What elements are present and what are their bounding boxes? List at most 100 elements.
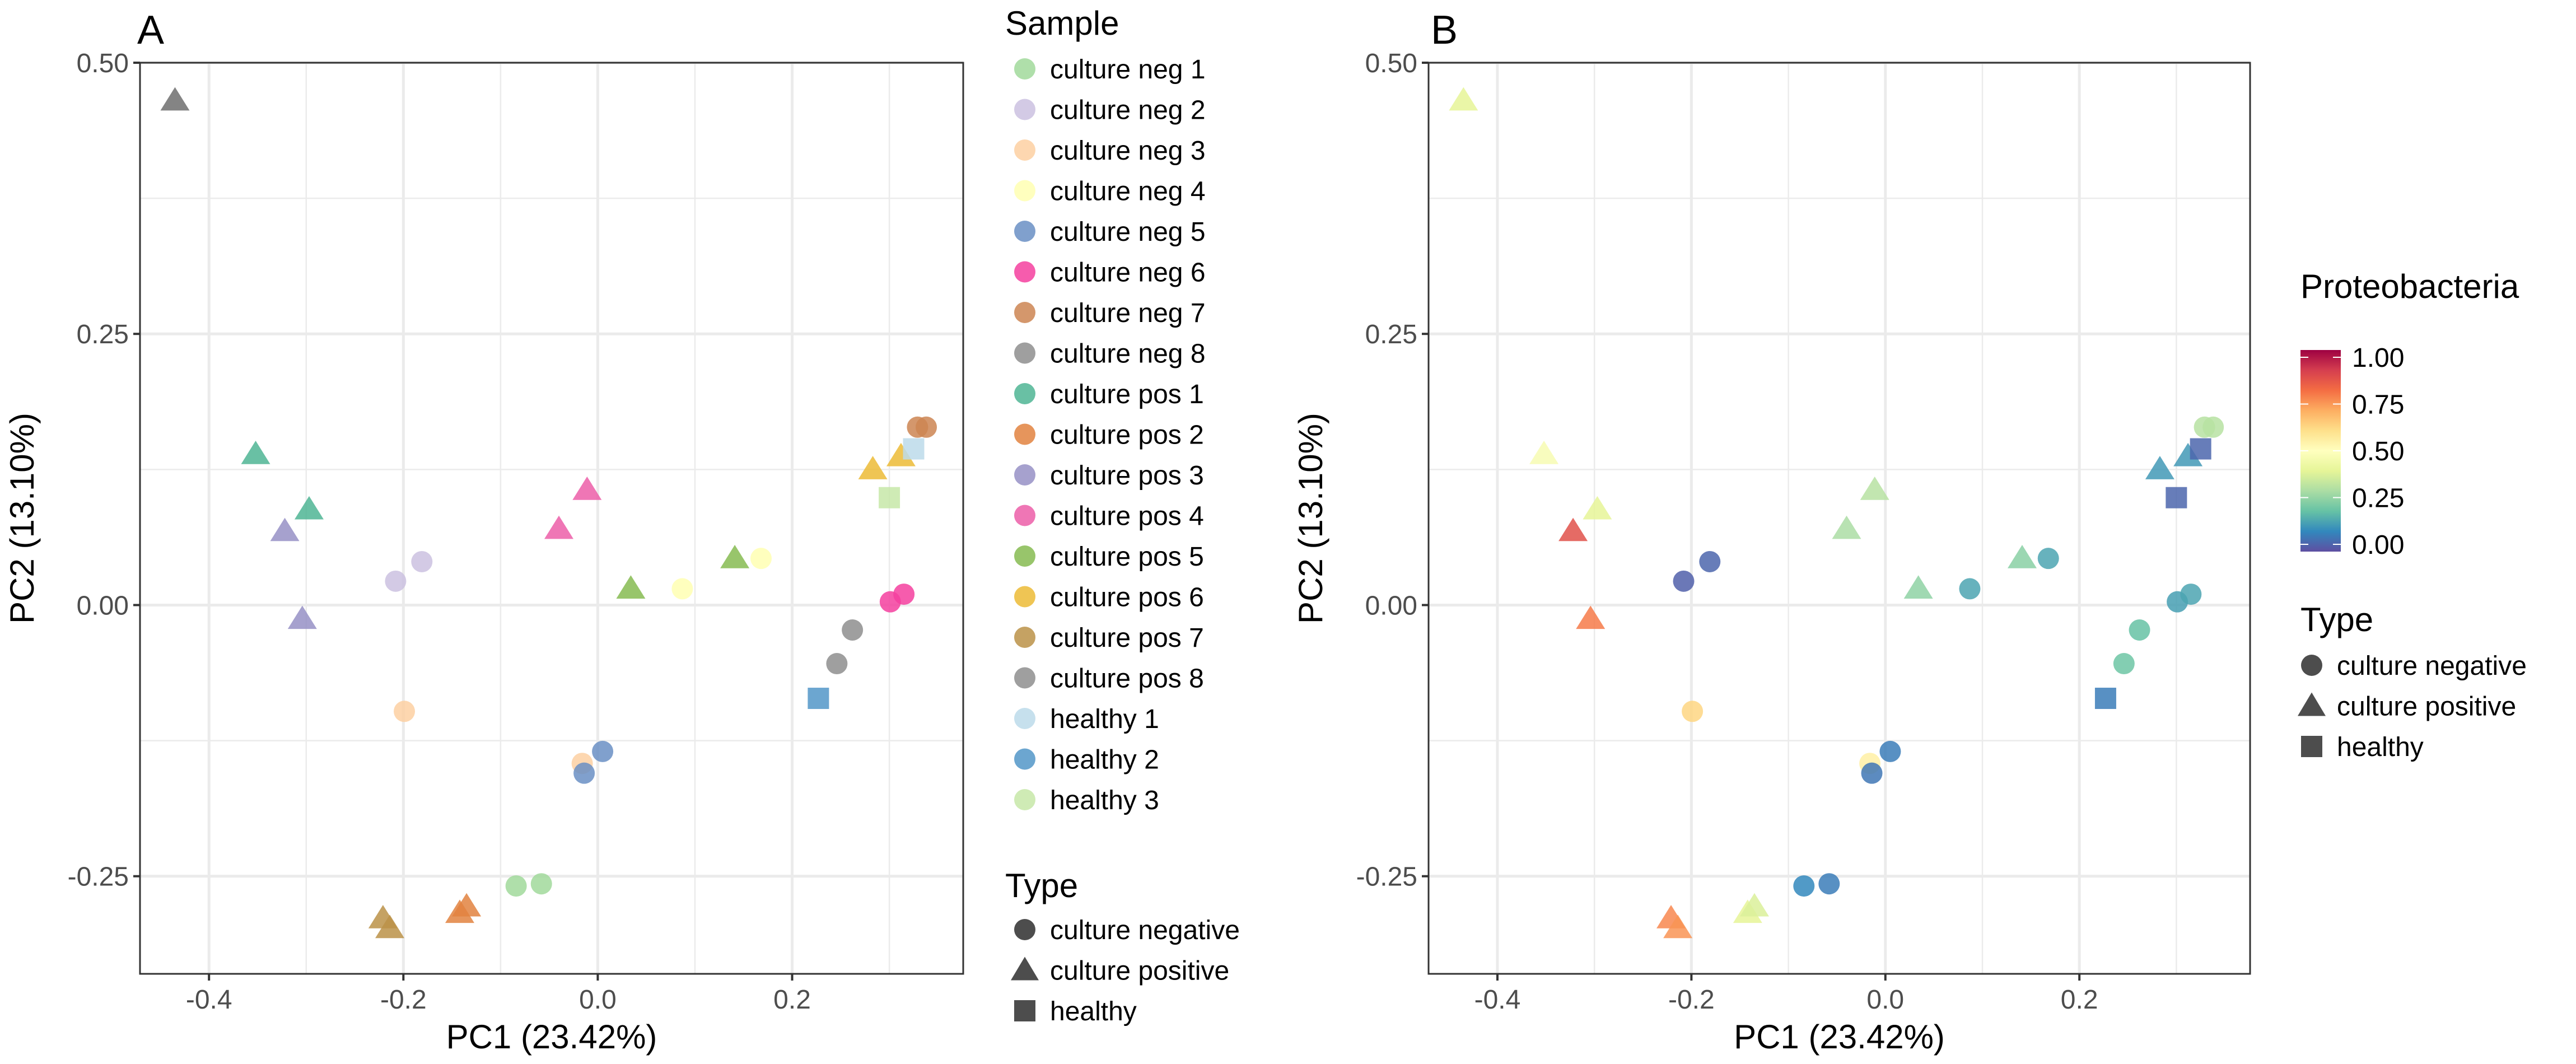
x-ticks-b: -0.4 -0.2 0.0 0.2 — [1474, 974, 2098, 1015]
legend-type-label: culture negative — [1050, 916, 1240, 945]
legend-label: healthy 3 — [1050, 786, 1159, 815]
panel-label-b: B — [1431, 8, 1458, 53]
legend-label: culture pos 7 — [1050, 623, 1204, 653]
legend-item-culture-neg-3: culture neg 3 — [1014, 136, 1206, 166]
y-ticks-a: -0.25 0.00 0.25 0.50 — [68, 49, 140, 892]
legend-label: culture neg 6 — [1050, 258, 1206, 288]
x-axis-title-a: PC1 (23.42%) — [446, 1018, 657, 1056]
colorbar-tick-label: 0.75 — [2352, 390, 2404, 420]
legend-type-label: culture negative — [2337, 651, 2527, 681]
circle-shape-icon — [2301, 655, 2322, 676]
data-point-healthy-2 — [808, 688, 829, 710]
data-point-culture-pos-6 — [2145, 456, 2174, 479]
legend-key-circle — [1014, 789, 1035, 810]
colorbar-tick-label: 1.00 — [2352, 343, 2404, 373]
data-point-culture-neg-8 — [2113, 653, 2135, 675]
x-axis-title-b: PC1 (23.42%) — [1734, 1018, 1945, 1056]
legend-type-label: healthy — [1050, 997, 1137, 1026]
data-point-culture-neg-4 — [1959, 578, 1981, 600]
data-point-culture-pos-4 — [1832, 515, 1861, 539]
x-tick-label: -0.4 — [1474, 985, 1521, 1015]
legend-key-circle — [1014, 302, 1035, 323]
grid-b — [1429, 61, 2250, 974]
legend-key-circle — [1014, 545, 1035, 567]
data-point-culture-pos-8 — [1449, 87, 1478, 111]
legend-item-culture-neg-2: culture neg 2 — [1014, 96, 1206, 125]
data-point-culture-pos-3 — [1558, 517, 1588, 542]
data-point-culture-pos-1 — [294, 496, 324, 520]
y-tick-label: 0.25 — [1365, 320, 1417, 349]
data-point-culture-pos-3 — [1576, 605, 1606, 629]
data-point-culture-pos-6 — [2173, 442, 2203, 466]
data-point-culture-pos-6 — [858, 456, 888, 479]
legend-label: culture neg 3 — [1050, 136, 1206, 166]
legend-key-circle — [1014, 708, 1035, 729]
y-tick-label: 0.50 — [77, 49, 129, 78]
legend-item-culture-neg-6: culture neg 6 — [1014, 258, 1206, 288]
y-tick-label: 0.00 — [77, 591, 129, 620]
legend-item-culture-pos-5: culture pos 5 — [1014, 542, 1204, 572]
square-shape-icon — [2301, 736, 2322, 757]
data-point-culture-neg-7 — [916, 416, 937, 438]
colorbar-tick-label: 0.50 — [2352, 437, 2404, 466]
legend-type-label: culture positive — [1050, 956, 1229, 986]
legend-key-circle — [1014, 99, 1035, 120]
x-tick-label: -0.2 — [380, 985, 427, 1015]
legend-key-circle — [1014, 464, 1035, 486]
data-point-culture-pos-5 — [2007, 544, 2037, 568]
y-tick-label: 0.00 — [1365, 591, 1417, 620]
legend-sample: Sample culture neg 1 culture neg 2 culture… — [1005, 4, 1240, 1026]
y-tick-label: -0.25 — [1356, 862, 1417, 892]
colorbar-tick-label: 0.25 — [2352, 484, 2404, 514]
data-point-culture-pos-3 — [287, 605, 317, 629]
data-point-culture-neg-5 — [592, 740, 614, 762]
legend-type-item-culture-negative: culture negative — [1014, 916, 1240, 945]
legend-label: culture pos 1 — [1050, 380, 1204, 409]
points-a — [160, 87, 937, 939]
legend-proteobacteria: Proteobacteria 1.00 0.75 0.50 0.25 0.00 Type… — [2298, 268, 2527, 762]
legend-item-culture-pos-2: culture pos 2 — [1014, 421, 1204, 450]
legend-label: culture pos 5 — [1050, 542, 1204, 572]
y-axis-title-a: PC2 (13.10%) — [3, 413, 41, 624]
data-point-culture-pos-8 — [160, 87, 190, 111]
legend-label: culture pos 2 — [1050, 421, 1204, 450]
legend-key-circle — [1014, 342, 1035, 364]
legend-item-culture-neg-5: culture neg 5 — [1014, 217, 1206, 247]
y-tick-label: 0.25 — [77, 320, 129, 349]
data-point-culture-neg-2 — [1673, 570, 1695, 592]
data-point-healthy-1 — [2190, 438, 2211, 460]
legend-key-circle — [1014, 221, 1035, 242]
legend-label: culture pos 4 — [1050, 502, 1204, 531]
data-point-culture-pos-3 — [270, 517, 300, 542]
data-point-culture-pos-5 — [720, 544, 750, 568]
data-point-culture-neg-4 — [2037, 548, 2059, 570]
grid-a — [140, 61, 963, 974]
legend-type-label: culture positive — [2337, 692, 2516, 722]
data-point-culture-neg-1 — [505, 875, 527, 897]
data-point-culture-neg-3 — [394, 701, 416, 722]
data-point-culture-neg-4 — [671, 578, 693, 600]
data-point-culture-pos-7 — [375, 914, 405, 939]
legend-type-title-b: Type — [2300, 601, 2373, 638]
x-tick-label: 0.2 — [773, 985, 811, 1015]
legend-item-culture-pos-4: culture pos 4 — [1014, 502, 1204, 531]
legend-label: healthy 1 — [1050, 704, 1159, 734]
data-point-culture-pos-7 — [1663, 914, 1693, 939]
data-point-healthy-1 — [903, 438, 925, 460]
x-ticks-a: -0.4 -0.2 0.0 0.2 — [186, 974, 811, 1015]
y-ticks-b: -0.25 0.00 0.25 0.50 — [1356, 49, 1429, 892]
data-point-healthy-3 — [2166, 487, 2187, 508]
x-tick-label: -0.4 — [186, 985, 232, 1015]
legend-sample-title: Sample — [1005, 4, 1119, 42]
legend-label: culture neg 7 — [1050, 298, 1206, 328]
legend-label: culture pos 8 — [1050, 664, 1204, 694]
legend-item-culture-neg-1: culture neg 1 — [1014, 55, 1206, 85]
panel-b: B -0.4 -0.2 0.0 0.2 -0.25 0.00 0.25 0.50 PC1 (… — [1292, 8, 2251, 1056]
legend-label: healthy 2 — [1050, 745, 1159, 775]
data-point-culture-neg-5 — [1861, 762, 1883, 784]
legend-type-title-a: Type — [1005, 867, 1078, 904]
legend-item-culture-neg-4: culture neg 4 — [1014, 177, 1206, 207]
legend-item-culture-neg-7: culture neg 7 — [1014, 298, 1206, 328]
triangle-shape-icon — [2298, 692, 2326, 716]
